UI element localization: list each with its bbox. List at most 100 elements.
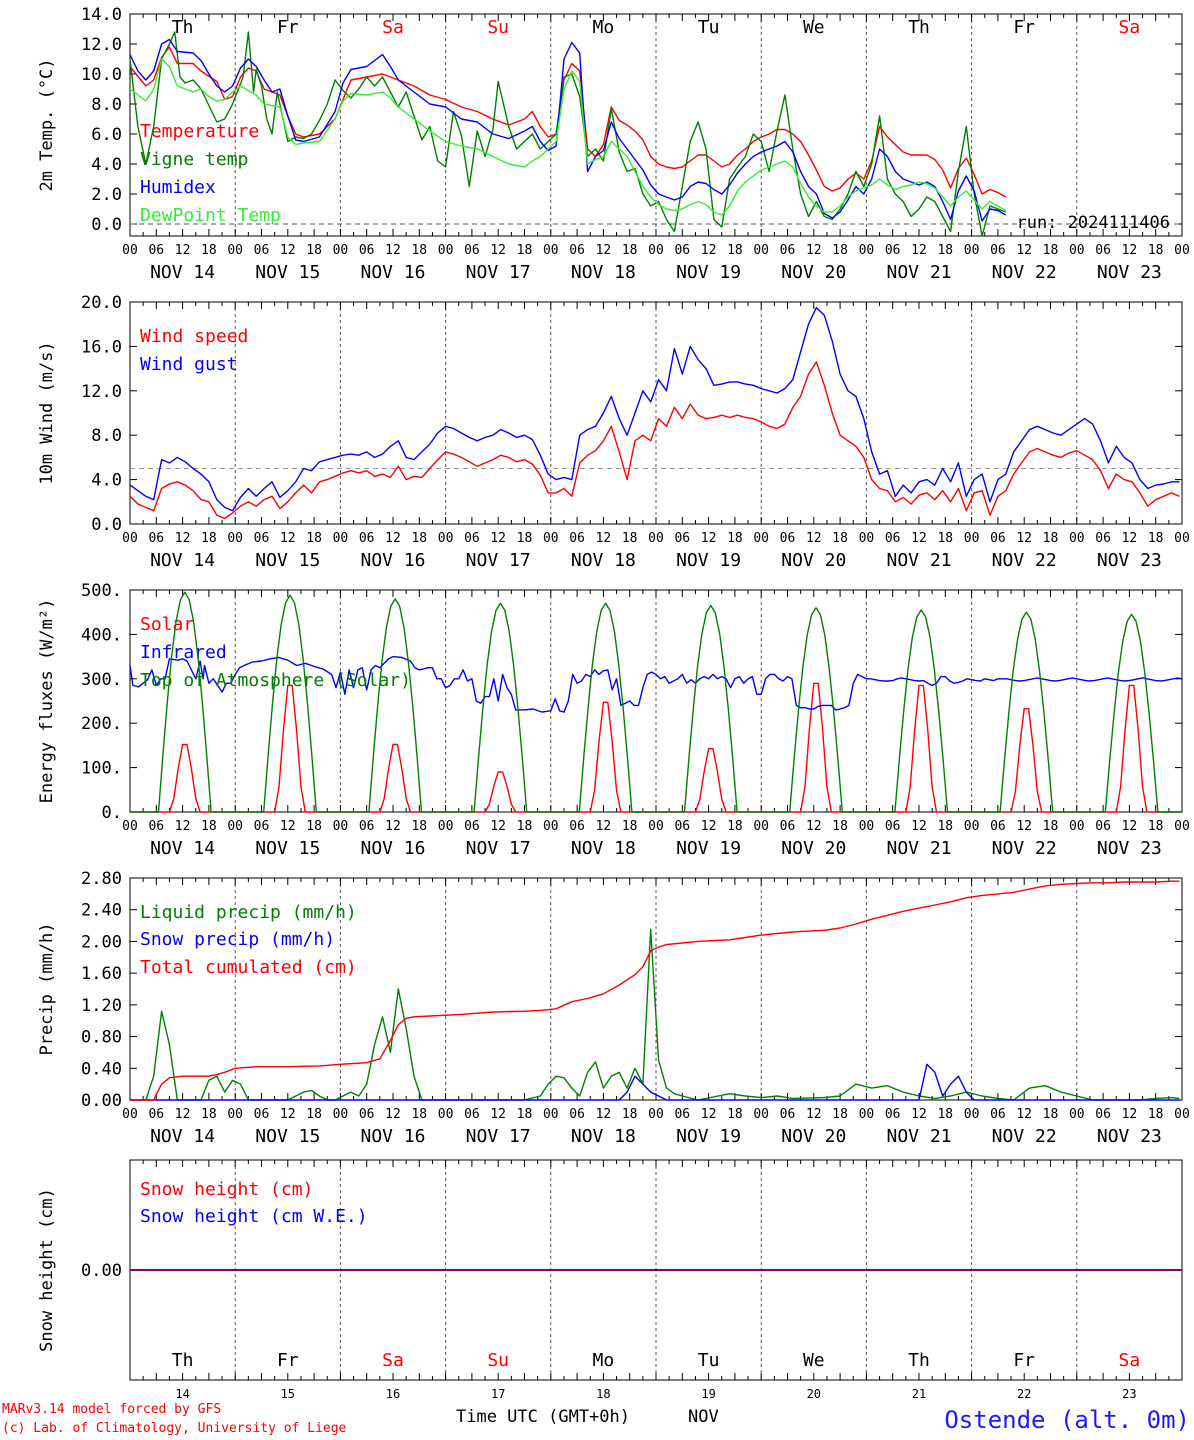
legend-entry: DewPoint Temp (140, 205, 281, 226)
x-axis-title: Time UTC (GMT+0h) (456, 1407, 630, 1427)
date-label: NOV 14 (150, 550, 215, 571)
date-label: NOV 22 (992, 1126, 1057, 1147)
y-tick-label: 8.0 (91, 95, 122, 115)
hour-label: 12 (385, 819, 401, 834)
weekday-label: Fr (1013, 1350, 1035, 1371)
hour-label: 18 (201, 243, 217, 258)
y-tick-label: 1.20 (81, 996, 122, 1016)
hour-label: 06 (885, 819, 901, 834)
day-number-label: 17 (491, 1387, 505, 1401)
series-line-liquid-precip-mm-h- (130, 928, 1180, 1101)
hour-label: 18 (411, 243, 427, 258)
hour-label: 00 (543, 531, 559, 546)
y-tick-label: 0.0 (91, 215, 122, 235)
legend-entry: Humidex (140, 177, 216, 198)
hour-label: 18 (411, 819, 427, 834)
hour-label: 06 (254, 531, 270, 546)
hour-label: 12 (596, 531, 612, 546)
hour-label: 06 (780, 1107, 796, 1122)
hour-label: 06 (1095, 819, 1111, 834)
hour-label: 12 (596, 243, 612, 258)
hour-label: 00 (543, 243, 559, 258)
hour-label: 12 (490, 819, 506, 834)
hour-label: 18 (937, 531, 953, 546)
hour-label: 18 (832, 1107, 848, 1122)
y-tick-label: 100. (81, 759, 122, 779)
hour-label: 00 (964, 243, 980, 258)
weekday-label: Sa (382, 1350, 404, 1371)
hour-label: 18 (727, 1107, 743, 1122)
hour-label: 00 (964, 819, 980, 834)
hour-label: 06 (885, 1107, 901, 1122)
hour-label: 18 (1043, 1107, 1059, 1122)
hour-label: 06 (990, 243, 1006, 258)
hour-label: 12 (490, 531, 506, 546)
hour-label: 06 (569, 243, 585, 258)
hour-label: 12 (490, 243, 506, 258)
hour-label: 00 (438, 819, 454, 834)
hour-label: 18 (727, 243, 743, 258)
hour-label: 06 (885, 531, 901, 546)
footer-credit-line1: MARv3.14 model forced by GFS (2, 1402, 221, 1417)
hour-label: 12 (1122, 531, 1138, 546)
hour-label: 06 (674, 531, 690, 546)
hour-label: 00 (648, 1107, 664, 1122)
y-axis-title: 2m Temp. (°C) (37, 58, 57, 191)
hour-label: 18 (517, 243, 533, 258)
date-label: NOV 18 (571, 1126, 636, 1147)
hour-label: 06 (359, 531, 375, 546)
hour-label: 18 (622, 819, 638, 834)
hour-label: 12 (385, 1107, 401, 1122)
date-label: NOV 16 (360, 1126, 425, 1147)
hour-label: 18 (937, 819, 953, 834)
panel-1: 14.0 12.0 10.0 8.0 6.0 4.0 2.0 0.0 2m Temp. (°C)… (37, 5, 1190, 283)
date-label: NOV 22 (992, 838, 1057, 859)
hour-label: 12 (175, 531, 191, 546)
series-line-humidex (129, 38, 1007, 222)
hour-label: 06 (569, 819, 585, 834)
hour-label: 18 (727, 819, 743, 834)
date-label: NOV 16 (360, 838, 425, 859)
hour-label: 06 (464, 819, 480, 834)
weekday-label: Mo (593, 1350, 615, 1371)
hour-label: 12 (280, 819, 296, 834)
hour-label: 18 (517, 531, 533, 546)
date-label: NOV 15 (255, 550, 320, 571)
hour-label: 12 (1016, 531, 1032, 546)
hour-label: 00 (122, 243, 138, 258)
hour-label: 00 (648, 243, 664, 258)
y-tick-label: 1.60 (81, 964, 122, 984)
hour-label: 12 (911, 531, 927, 546)
series-line-wind-speed (129, 361, 1180, 520)
series-line-infrared (129, 655, 1183, 713)
hour-label: 18 (1148, 531, 1164, 546)
legend-entry: Snow height (cm W.E.) (140, 1206, 368, 1227)
date-label: NOV 20 (781, 262, 846, 283)
day-number-label: 18 (596, 1387, 610, 1401)
weekday-label: Fr (277, 1350, 299, 1371)
hour-label: 18 (1148, 1107, 1164, 1122)
date-label: NOV 18 (571, 550, 636, 571)
hour-label: 18 (832, 531, 848, 546)
hour-label: 00 (333, 1107, 349, 1122)
date-label: NOV 19 (676, 262, 741, 283)
hour-label: 12 (1016, 819, 1032, 834)
hour-label: 00 (1069, 243, 1085, 258)
y-tick-label: 2.0 (91, 185, 122, 205)
hour-label: 00 (333, 819, 349, 834)
hour-label: 18 (1148, 819, 1164, 834)
date-label: NOV 16 (360, 262, 425, 283)
y-tick-label: 400. (81, 625, 122, 645)
panel-4: 2.80 2.40 2.00 1.60 1.20 0.80 0.40 0.00 Precip (… (37, 869, 1190, 1147)
hour-label: 00 (227, 531, 243, 546)
date-label: NOV 23 (1097, 838, 1162, 859)
hour-label: 00 (1069, 1107, 1085, 1122)
day-number-label: 21 (912, 1387, 926, 1401)
y-tick-label: 0.80 (81, 1028, 122, 1048)
weekday-label: Sa (1119, 17, 1141, 38)
hour-label: 12 (596, 819, 612, 834)
hour-label: 12 (280, 1107, 296, 1122)
hour-label: 06 (254, 819, 270, 834)
hour-label: 00 (1174, 531, 1190, 546)
hour-label: 18 (1043, 531, 1059, 546)
